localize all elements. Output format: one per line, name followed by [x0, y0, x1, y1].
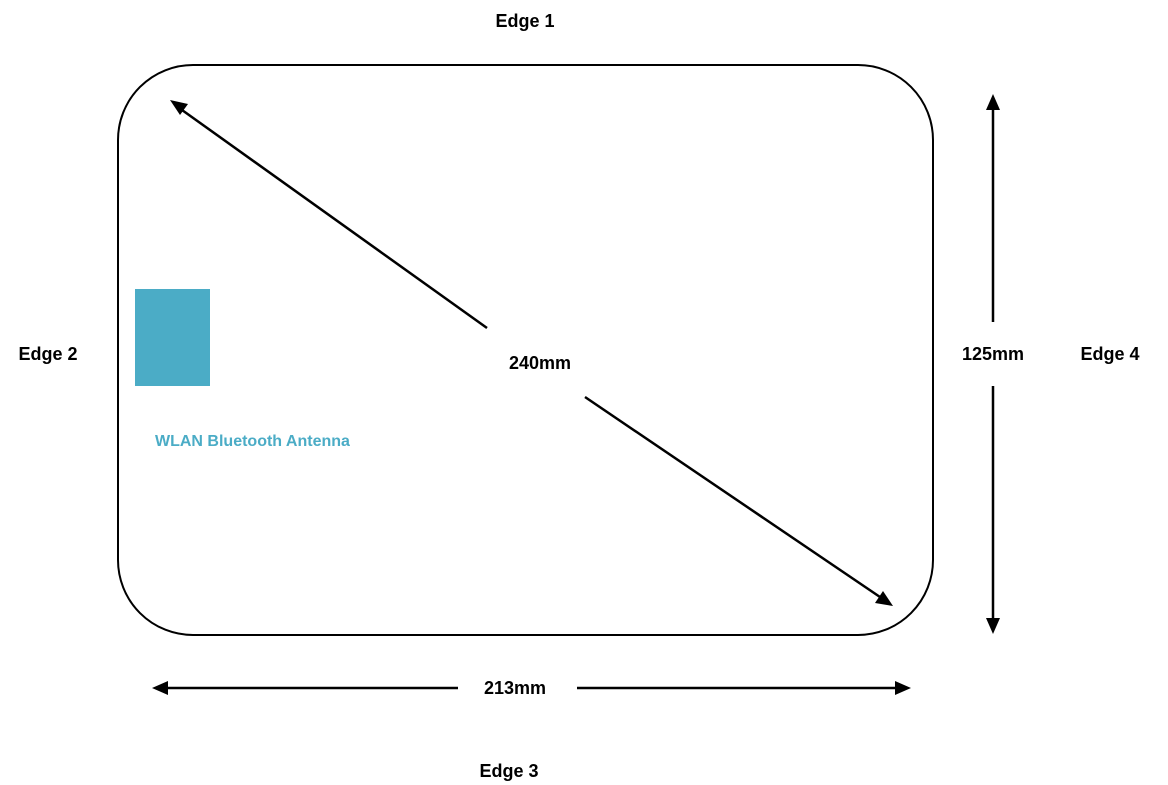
width-dimension-label: 213mm — [484, 678, 546, 698]
diagonal-arrow-upper-line — [181, 108, 488, 330]
diagonal-dimension-label: 240mm — [509, 353, 571, 373]
width-arrow-left-head — [152, 681, 168, 695]
diagonal-arrow-lower-head — [875, 591, 893, 606]
antenna-block — [135, 289, 210, 386]
width-arrow-right-head — [895, 681, 911, 695]
edge-right-label: Edge 4 — [1080, 344, 1139, 364]
edge-left-label: Edge 2 — [18, 344, 77, 364]
edge-bottom-label: Edge 3 — [479, 761, 538, 781]
height-arrow-lower-head — [986, 618, 1000, 634]
diagonal-arrow-lower-line — [584, 395, 881, 599]
antenna-label: WLAN Bluetooth Antenna — [155, 433, 350, 450]
diagonal-arrow-upper-head — [170, 100, 188, 115]
height-arrow-upper-head — [986, 94, 1000, 110]
device-outline — [117, 64, 934, 636]
height-dimension-label: 125mm — [962, 344, 1024, 364]
edge-top-label: Edge 1 — [495, 11, 554, 31]
